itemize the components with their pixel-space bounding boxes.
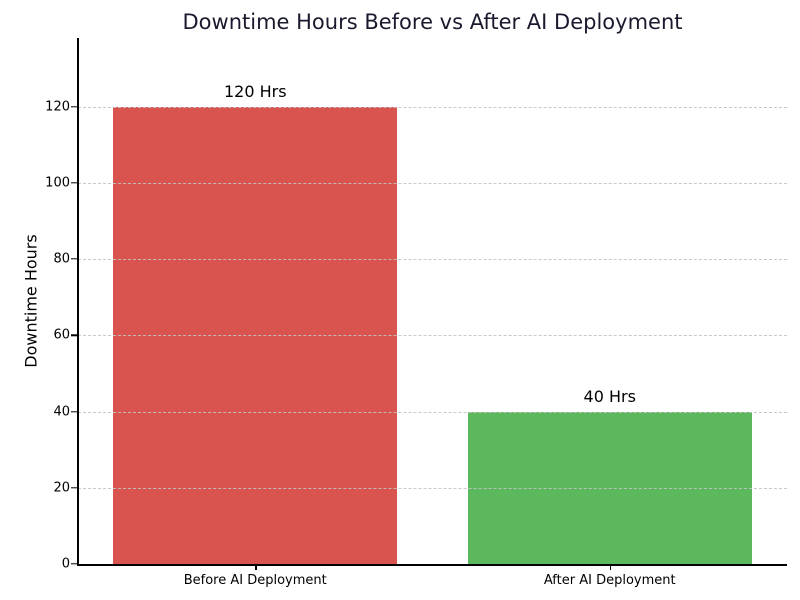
gridline-y-20	[78, 487, 787, 489]
x-tick-mark-1	[609, 564, 612, 570]
bar-before-ai-deployment	[113, 106, 398, 564]
y-tick-label-60: 60	[53, 327, 70, 343]
y-tick-label-40: 40	[53, 404, 70, 420]
y-tick-label-20: 20	[53, 480, 70, 496]
y-tick-mark-0	[71, 563, 78, 565]
bar-after-ai-deployment	[467, 411, 752, 564]
gridline-y-100	[78, 182, 787, 184]
x-tick-mark-0	[255, 564, 257, 570]
y-tick-mark-80	[71, 258, 78, 260]
y-tick-mark-20	[71, 487, 78, 489]
y-tick-mark-120	[71, 105, 78, 108]
gridline-y-40	[78, 411, 787, 413]
chart-title: Downtime Hours Before vs After AI Deploy…	[182, 10, 683, 34]
x-tick-label-after-ai: After AI Deployment	[543, 573, 676, 588]
y-tick-mark-100	[71, 182, 78, 184]
y-tick-label-120: 120	[45, 99, 70, 115]
y-tick-mark-60	[71, 334, 78, 336]
x-axis-line	[77, 564, 787, 566]
bar-value-label-after: 40 Hrs	[583, 386, 636, 406]
y-axis-line	[77, 38, 79, 564]
y-tick-label-80: 80	[53, 251, 70, 267]
x-tick-label-before-ai: Before AI Deployment	[183, 573, 327, 588]
y-tick-label-0: 0	[61, 556, 70, 572]
plot-area: 0 20 40 60 80 100 120 120 Hrs Before AI Deployme…	[45, 38, 787, 588]
gridline-y-120	[78, 106, 787, 108]
gridline-y-80	[78, 259, 787, 261]
gridline-y-60	[78, 335, 787, 337]
y-tick-label-100: 100	[45, 175, 70, 191]
y-tick-mark-40	[71, 410, 78, 413]
bar-value-label-before: 120 Hrs	[223, 81, 287, 101]
